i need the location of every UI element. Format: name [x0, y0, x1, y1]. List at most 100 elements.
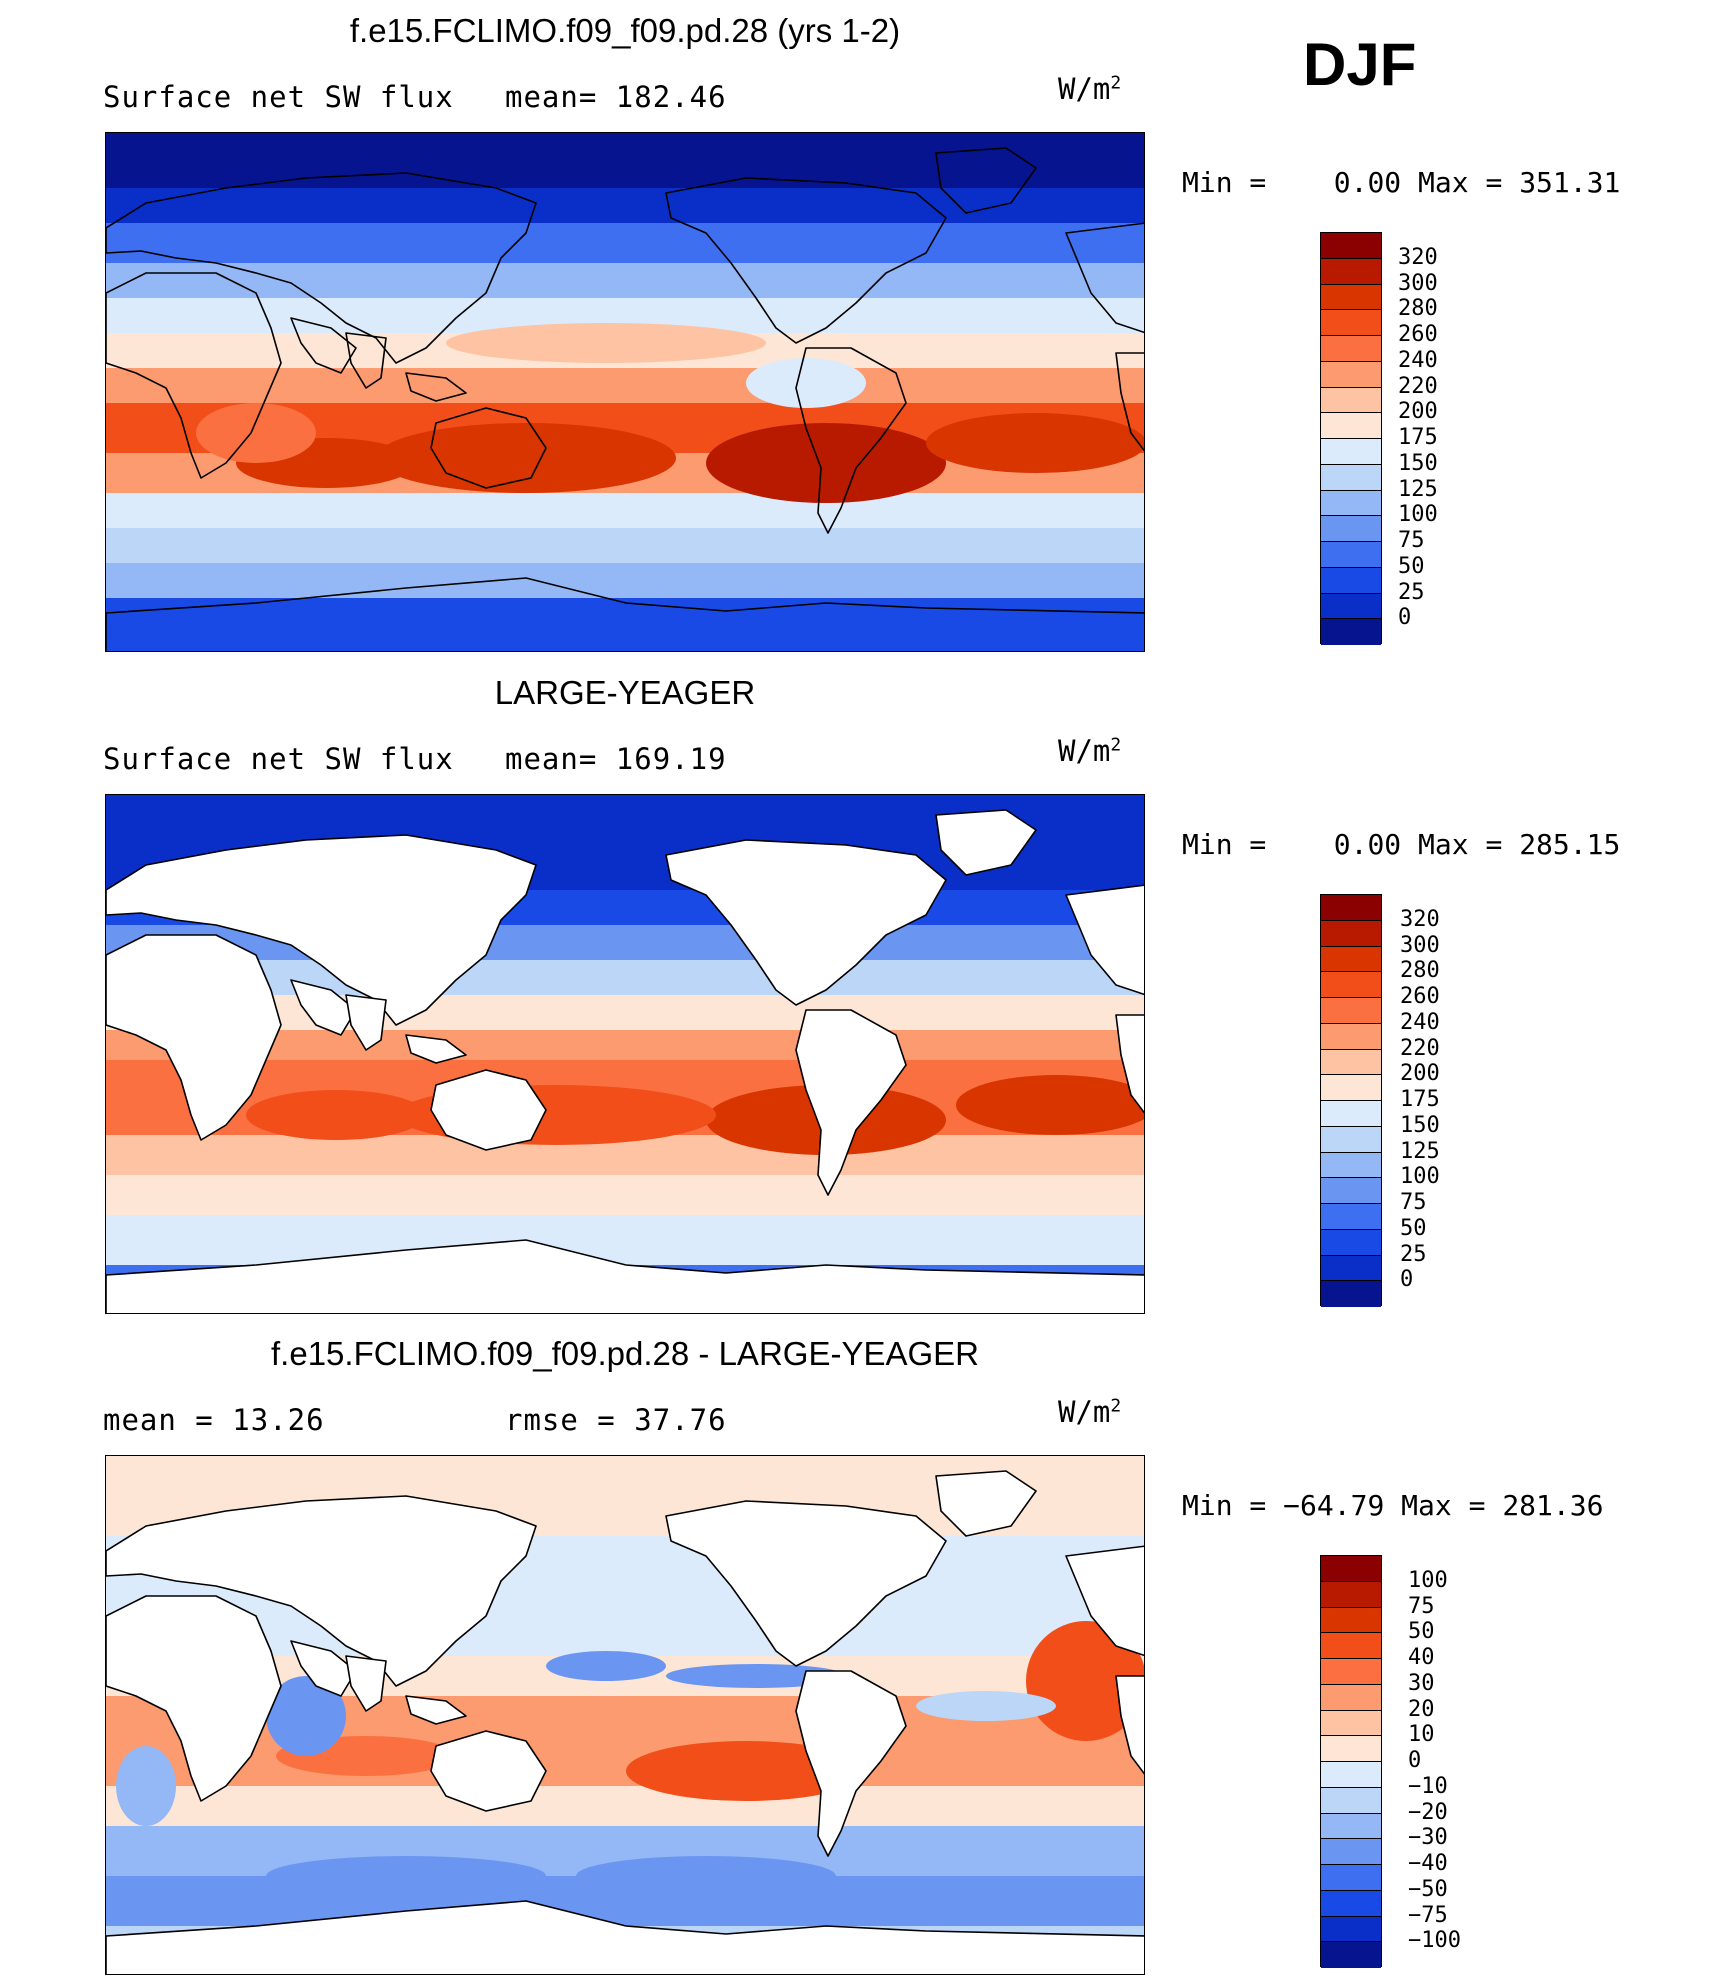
colorbar-swatch	[1321, 1581, 1381, 1608]
colorbar-swatch	[1321, 336, 1381, 362]
colorbar-level-label: 0	[1400, 1267, 1414, 1293]
coastline	[935, 1470, 1037, 1537]
colorbar-level-label: 50	[1400, 1215, 1427, 1241]
min-value: 0.00	[1333, 166, 1402, 199]
colorbar-level-label: 50	[1398, 553, 1425, 579]
colorbar-swatch	[1321, 1684, 1381, 1711]
field-blob	[956, 1075, 1144, 1135]
field-blob	[196, 403, 316, 463]
colorbar-level-label: −10	[1408, 1773, 1448, 1799]
colorbar-level-label: −100	[1408, 1928, 1461, 1954]
max-value: 281.36	[1502, 1489, 1604, 1522]
mean-label: mean = 13.26	[103, 1403, 325, 1437]
colorbar-swatch	[1321, 1633, 1381, 1659]
field-band	[106, 188, 1144, 223]
mean-label: mean= 169.19	[505, 742, 727, 776]
field-blob	[266, 1676, 346, 1756]
colorbar-swatch	[1321, 542, 1381, 568]
colorbar-swatch	[1321, 284, 1381, 311]
colorbar-level-label: 240	[1400, 1009, 1440, 1035]
colorbar-swatch	[1321, 946, 1381, 973]
colorbar-swatch	[1321, 258, 1381, 285]
coastline	[665, 1500, 947, 1667]
colorbar-level-label: 25	[1398, 579, 1425, 605]
colorbar-swatch	[1321, 1023, 1381, 1050]
field-blob	[626, 1741, 866, 1801]
colorbar-level-label: 200	[1400, 1061, 1440, 1087]
colorbar-swatch	[1321, 1126, 1381, 1153]
colorbar-swatch	[1321, 1075, 1381, 1101]
coastline	[106, 272, 282, 479]
coastline	[1065, 222, 1144, 334]
colorbar-swatch	[1321, 1204, 1381, 1230]
coastline	[935, 147, 1037, 214]
colorbar-level-label: 10	[1408, 1722, 1435, 1748]
colorbar-level-label: 75	[1398, 528, 1425, 553]
coastlines	[106, 809, 1144, 1313]
variable-label: Surface net SW flux	[103, 80, 454, 114]
colorbar	[1320, 894, 1382, 1307]
max-value: 351.31	[1519, 166, 1621, 199]
colorbar-swatch	[1321, 895, 1381, 921]
colorbar-level-label: 125	[1398, 476, 1438, 502]
max-value: 285.15	[1519, 828, 1621, 861]
colorbar-level-label: 240	[1398, 347, 1438, 373]
colorbar-swatch	[1321, 516, 1381, 542]
colorbar-swatch	[1321, 1839, 1381, 1865]
panel-title: f.e15.FCLIMO.f09_f09.pd.28 - LARGE-YEAGE…	[271, 1335, 979, 1372]
colorbar-swatch	[1321, 413, 1381, 439]
season-label: DJF	[1303, 31, 1417, 98]
colorbar-swatch	[1321, 1049, 1381, 1076]
min-value: 0.00	[1333, 828, 1402, 861]
colorbar-swatch	[1321, 619, 1381, 645]
colorbar-level-label: 220	[1400, 1035, 1440, 1061]
colorbar-swatch	[1321, 1916, 1381, 1943]
units-label: W/m2	[1058, 734, 1122, 768]
min-value: −64.79	[1283, 1489, 1385, 1522]
colorbar-swatch	[1321, 1762, 1381, 1788]
colorbar-swatch	[1321, 1152, 1381, 1179]
field-band	[106, 1786, 1144, 1826]
colorbar-level-label: 125	[1400, 1138, 1440, 1164]
coastline	[430, 1730, 547, 1812]
coastline	[345, 332, 387, 389]
field-blob	[546, 1651, 666, 1681]
coastline	[290, 1640, 357, 1697]
colorbar-swatch	[1321, 567, 1381, 594]
colorbar-swatch	[1321, 998, 1381, 1024]
field-bands	[106, 133, 1144, 651]
coastline	[106, 1239, 1144, 1313]
coastline	[405, 1695, 467, 1725]
coastline	[290, 317, 357, 374]
colorbar-level-label: 300	[1400, 932, 1440, 958]
colorbar	[1320, 1555, 1382, 1968]
colorbar-swatch	[1321, 593, 1381, 620]
field-band	[106, 223, 1144, 263]
colorbar-level-label: −20	[1408, 1799, 1448, 1825]
coastline	[1115, 352, 1144, 452]
rmse-label: rmse = 37.76	[505, 1403, 727, 1437]
field-band	[106, 493, 1144, 528]
colorbar-level-label: 75	[1400, 1190, 1427, 1215]
field-band	[106, 598, 1144, 651]
coastline	[345, 994, 387, 1051]
variable-label: Surface net SW flux	[103, 742, 454, 776]
colorbar-level-label: 280	[1400, 958, 1440, 984]
coastline	[665, 177, 947, 344]
coastline	[430, 407, 547, 489]
colorbar-level-label: 20	[1408, 1696, 1435, 1722]
colorbar-level-label: 320	[1398, 244, 1438, 270]
colorbar-level-label: −50	[1408, 1876, 1448, 1902]
colorbar-swatch	[1321, 1710, 1381, 1737]
min-max-readout: Min = 0.00 Max = 285.15	[1182, 828, 1621, 861]
field-blob	[376, 423, 676, 493]
field-band	[106, 1606, 1144, 1656]
mean-value: 13.26	[232, 1403, 325, 1437]
field-blob	[116, 1746, 176, 1826]
coastline	[665, 839, 947, 1006]
colorbar-level-label: 175	[1400, 1087, 1440, 1112]
field-band	[106, 528, 1144, 563]
mean-value: 182.46	[615, 80, 727, 114]
field-blob	[746, 358, 866, 408]
field-band	[106, 563, 1144, 598]
